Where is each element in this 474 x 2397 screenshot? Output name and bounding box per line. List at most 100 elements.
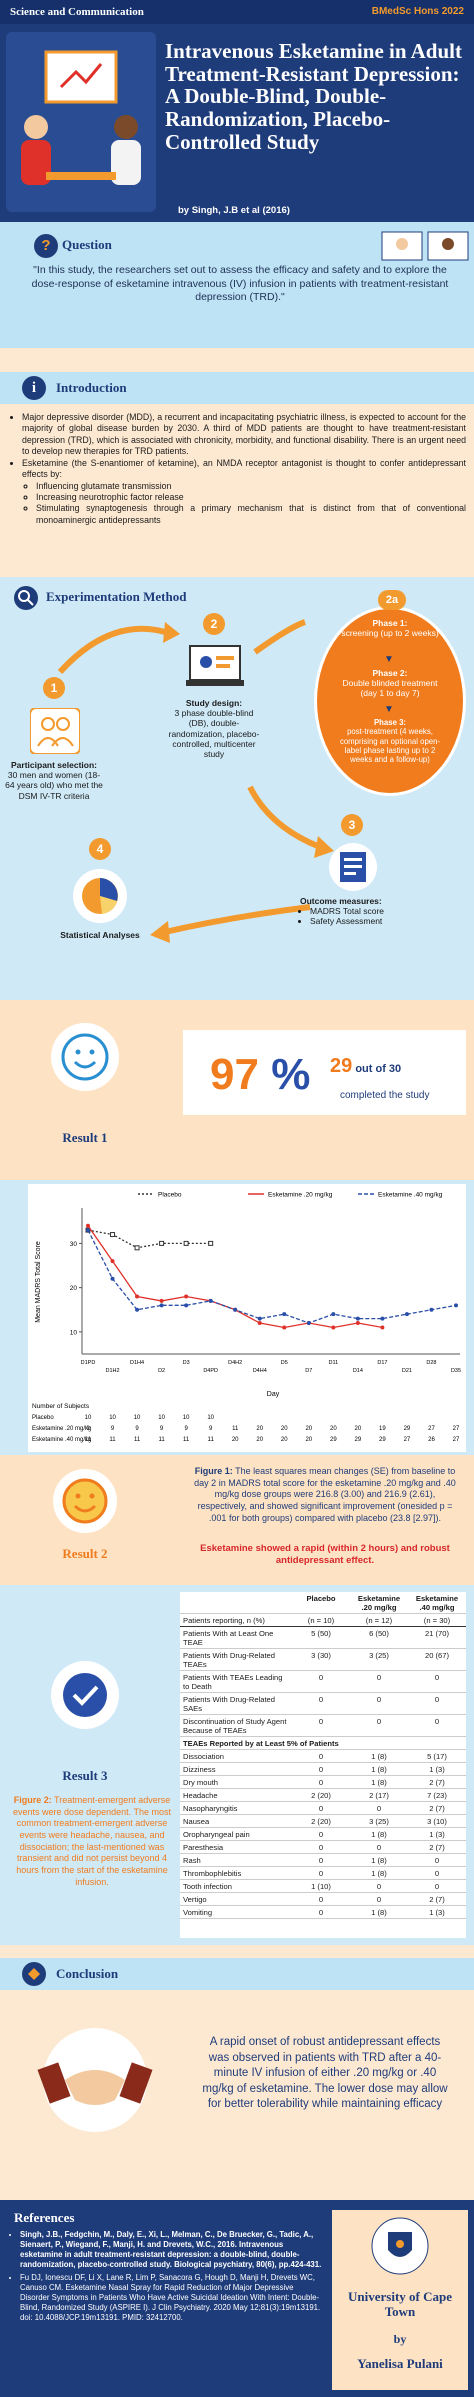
subjects-count: 11 (158, 1437, 165, 1443)
x-tick-label: D1PD (81, 1360, 96, 1366)
data-point (86, 1223, 90, 1228)
subjects-count: 20 (330, 1426, 337, 1432)
row-value: 0 (292, 1775, 350, 1789)
y-tick-label: 30 (70, 1241, 78, 1248)
subjects-count: 9 (135, 1426, 139, 1432)
credit-by: by (393, 2332, 407, 2346)
data-point (183, 1240, 189, 1246)
data-point (86, 1228, 90, 1233)
row-value: 0 (408, 1866, 466, 1880)
method-arrows (57, 619, 334, 943)
column-header: Esketamine .40 mg/kg (408, 1592, 466, 1614)
data-point (282, 1325, 287, 1330)
table-row: Dizziness 0 1 (8) 1 (3) (180, 1762, 466, 1776)
row-label: Tooth infection (180, 1879, 292, 1893)
row-value: 0 (292, 1905, 350, 1919)
row-value: 0 (408, 1879, 466, 1893)
smiley-icon (51, 1023, 119, 1091)
step2-text: 3 phase double-blind (DB), double-random… (168, 708, 260, 759)
subjects-row-label: Placebo (32, 1415, 54, 1421)
row-value: 1 (10) (292, 1879, 350, 1893)
x-tick-label: D1H4 (130, 1360, 144, 1366)
header-row: Placebo Esketamine .20 mg/kg Esketamine .4… (180, 1592, 466, 1614)
row-label: Patients With Drug-Related SAEs (180, 1692, 292, 1715)
x-tick-label: D35 (451, 1368, 461, 1374)
row-label: Vomiting (180, 1905, 292, 1919)
row-label: Thrombophlebitis (180, 1866, 292, 1880)
table-row: Patients With Drug-Related SAEs 0 0 0 (180, 1692, 466, 1715)
subjects-count: 9 (184, 1426, 188, 1432)
conclusion-heading-band (0, 1958, 474, 1990)
intro-sub-bullet: Influencing glutamate transmission (36, 481, 466, 492)
subjects-title: Number of Subjects (32, 1403, 90, 1410)
data-point (110, 1259, 115, 1264)
row-value: 1 (3) (408, 1905, 466, 1919)
row-value: 0 (292, 1827, 350, 1841)
x-tick-label: D1H2 (106, 1368, 120, 1374)
step2-label: Study design: 3 phase double-blind (DB), … (164, 698, 264, 759)
row-value: 1 (8) (350, 1775, 408, 1789)
x-axis-label: Day (267, 1391, 280, 1398)
x-tick-label: D14 (353, 1368, 363, 1374)
subjects-count: 9 (209, 1426, 213, 1432)
phase: Phase 1: screening (up to 2 weeks) (340, 618, 440, 638)
phase: Phase 2: Double blinded treatment (day 1 … (340, 668, 440, 699)
intro-sublist: Influencing glutamate transmission Incre… (22, 481, 466, 527)
course: BMedSc Hons 2022 (371, 6, 464, 17)
row-value: 0 (350, 1670, 408, 1693)
table-row: Vomiting 0 1 (8) 1 (3) (180, 1905, 466, 1919)
row-label: Dizziness (180, 1762, 292, 1776)
references-body: Singh, J.B., Fedgchin, M., Daly, E., Xi,… (6, 2230, 322, 2323)
x-tick-label: D3 (183, 1360, 190, 1366)
subjects-count: 27 (453, 1426, 460, 1432)
legend-label: Esketamine .40 mg/kg (378, 1192, 443, 1199)
x-tick-label: D4PD (203, 1368, 218, 1374)
university: University of Cape Town (348, 2289, 452, 2319)
x-tick-label: D21 (402, 1368, 412, 1374)
step2-title: Study design: (185, 698, 243, 708)
data-point (404, 1312, 409, 1317)
data-point (110, 1276, 115, 1281)
phase-text: screening (up to 2 weeks) (341, 628, 439, 639)
subjects-count: 10 (85, 1415, 92, 1421)
method-icon (14, 586, 38, 610)
subjects-count: 20 (256, 1437, 263, 1443)
reference: Fu DJ, Ionescu DF, Li X, Lane R, Lim P, … (20, 2273, 322, 2323)
row-value: 1 (8) (350, 1827, 408, 1841)
row-value: 2 (20) (292, 1814, 350, 1828)
subjects-count: 11 (109, 1437, 116, 1443)
row-label: Paresthesia (180, 1840, 292, 1854)
phase-title: Phase 2: (372, 668, 408, 678)
subjects-count: 10 (183, 1415, 190, 1421)
pie-icon (73, 869, 127, 923)
subjects-count: 11 (85, 1437, 92, 1443)
subjects-count: 29 (379, 1437, 386, 1443)
row-label: Patients With TEAEs Leading to Death (180, 1670, 292, 1693)
intro-bullet: Major depressive disorder (MDD), a recur… (22, 412, 466, 458)
subjects-count: 11 (232, 1426, 239, 1432)
subjects-count: 9 (86, 1426, 90, 1432)
data-point (159, 1303, 164, 1308)
row-value: 0 (292, 1866, 350, 1880)
step-number: 2a (378, 590, 406, 610)
x-tick-label: D5 (281, 1360, 288, 1366)
subjects-count: 10 (158, 1415, 165, 1421)
data-point (429, 1307, 434, 1312)
step1-text: 30 men and women (18-64 years old) who m… (5, 770, 103, 801)
step-number: 1 (43, 677, 65, 699)
title: Intravenous Esketamine in Adult Treatmen… (165, 39, 462, 154)
percent-value: 97 % (210, 1050, 310, 1100)
phase: Phase 3: post-treatment (4 weeks, compris… (338, 718, 442, 765)
series-line (87, 1229, 211, 1249)
subjects-count: 20 (305, 1437, 312, 1443)
row-value: 0 (350, 1840, 408, 1854)
row-value: 0 (292, 1892, 350, 1906)
outcome-item: MADRS Total score (310, 906, 410, 916)
row-value: 2 (20) (292, 1788, 350, 1802)
row-label: Dissociation (180, 1749, 292, 1763)
table-row: Dry mouth 0 1 (8) 2 (7) (180, 1775, 466, 1789)
row-value: 1 (8) (350, 1866, 408, 1880)
row-value: 0 (408, 1670, 466, 1693)
handshake-icon (37, 2028, 153, 2132)
subjects-count: 26 (428, 1437, 435, 1443)
